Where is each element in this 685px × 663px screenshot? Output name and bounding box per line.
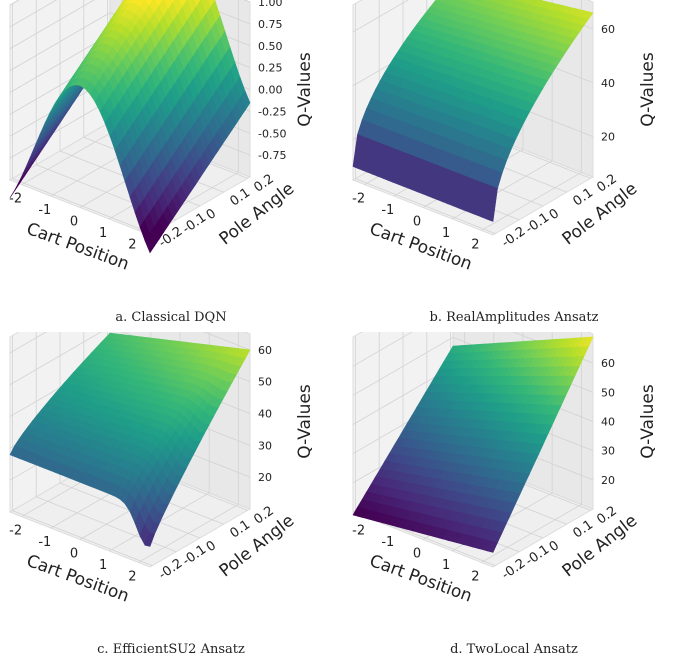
grid-line <box>352 336 454 396</box>
z-axis-label: Q-Values <box>295 384 315 459</box>
surface-patch <box>487 186 498 222</box>
z-tick-label: 0.00 <box>258 84 283 97</box>
z-tick-label: -0.75 <box>258 149 286 162</box>
grid-line <box>9 332 47 354</box>
x-tick-label: 0 <box>70 215 78 230</box>
z-tick-label: 50 <box>601 386 615 399</box>
z-tick-label: 20 <box>258 471 272 484</box>
x-tick-label: -2 <box>352 524 365 539</box>
surface-patch <box>144 532 155 547</box>
chart-panel-d: -2 -1 0 1 2 -0.2 -0.1 0 0.1 0.2 60 50 40 30 20 Cart Pos… <box>343 332 685 663</box>
y-tick-label: 0.1 <box>228 517 254 541</box>
surface-patch <box>144 233 155 254</box>
z-tick-label: 20 <box>601 474 615 487</box>
surface <box>9 0 251 254</box>
surface <box>9 332 251 547</box>
z-tick-label: 40 <box>601 77 615 90</box>
grid-line <box>352 332 413 367</box>
y-tick-label: 0.1 <box>228 185 254 209</box>
x-tick-label: -1 <box>38 203 51 218</box>
y-tick-label: 0.1 <box>571 517 597 541</box>
z-tick-label: 0.75 <box>258 18 283 31</box>
z-tick-label: -0.50 <box>258 127 286 140</box>
z-tick-label: 50 <box>258 376 272 389</box>
grid-line <box>9 0 58 28</box>
grid-line <box>188 0 251 25</box>
grid-line <box>352 0 409 33</box>
x-tick-label: 0 <box>70 547 78 562</box>
caption-c: c. EfficientSU2 Ansatz <box>97 642 245 657</box>
caption-a: a. Classical DQN <box>115 310 227 325</box>
x-tick-label: 0 <box>413 547 421 562</box>
z-tick-label: 40 <box>601 416 615 429</box>
z-tick-label: 20 <box>601 131 615 144</box>
z-axis-label: Q-Values <box>638 52 658 127</box>
z-tick-label: 60 <box>258 344 272 357</box>
surface <box>352 0 594 222</box>
x-tick-label: 1 <box>442 226 450 241</box>
x-tick-label: 1 <box>442 558 450 573</box>
grid-line <box>9 99 111 159</box>
surface-patch <box>487 541 498 553</box>
grid-line <box>481 504 582 563</box>
grid-line <box>9 34 111 93</box>
z-tick-label: 60 <box>601 23 615 36</box>
x-tick-label: 1 <box>99 558 107 573</box>
x-tick-label: -1 <box>38 535 51 550</box>
x-tick-label: 2 <box>128 569 136 584</box>
grid-line <box>9 332 102 386</box>
caption-b: b. RealAmplitudes Ansatz <box>429 310 599 325</box>
z-tick-label: -0.25 <box>258 105 286 118</box>
z-tick-label: 1.00 <box>258 0 283 9</box>
x-tick-label: 2 <box>471 237 479 252</box>
z-axis-label: Q-Values <box>295 52 315 127</box>
z-axis-label: Q-Values <box>638 384 658 459</box>
chart-panel-a: -2 -1 0 1 2 -0.2 -0.1 0 0.1 0.2 1.00 0.75 0.50 0.25 0.… <box>0 0 342 331</box>
grid-line <box>203 332 251 351</box>
x-tick-label: -2 <box>9 524 22 539</box>
x-tick-label: -2 <box>352 192 365 207</box>
z-tick-label: 40 <box>258 408 272 421</box>
z-tick-label: 60 <box>601 357 615 370</box>
x-tick-label: -2 <box>9 192 22 207</box>
x-tick-label: 2 <box>128 237 136 252</box>
grid-line <box>481 172 582 231</box>
x-tick-label: 2 <box>471 569 479 584</box>
grid-line <box>138 504 239 563</box>
z-tick-label: 30 <box>258 439 272 452</box>
surface <box>352 336 594 553</box>
x-tick-label: -1 <box>381 203 394 218</box>
chart-panel-b: -2 -1 0 1 2 -0.2 -0.1 0 0.1 0.2 60 40 20 Cart Positio… <box>343 0 685 331</box>
caption-d: d. TwoLocal Ansatz <box>450 642 578 657</box>
grid-line <box>9 0 95 50</box>
z-tick-label: 0.50 <box>258 40 283 53</box>
grid-line <box>9 12 111 71</box>
z-tick-label: 30 <box>601 445 615 458</box>
x-tick-label: 1 <box>99 226 107 241</box>
x-tick-label: -1 <box>381 535 394 550</box>
x-tick-label: 0 <box>413 215 421 230</box>
y-tick-label: 0.1 <box>571 185 597 209</box>
z-tick-label: 0.25 <box>258 62 283 75</box>
chart-panel-c: -2 -1 0 1 2 -0.2 -0.1 0 0.1 0.2 60 50 40 30 20 Cart Pos… <box>0 332 342 663</box>
